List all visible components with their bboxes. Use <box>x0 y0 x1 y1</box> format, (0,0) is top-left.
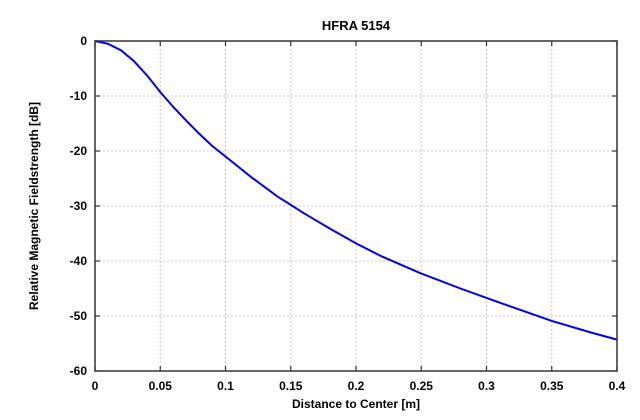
x-tick-label: 0.35 <box>540 379 564 393</box>
x-tick-label: 0.4 <box>609 379 626 393</box>
x-tick-label: 0.2 <box>348 379 365 393</box>
x-axis-label: Distance to Center [m] <box>292 397 420 411</box>
x-axis-ticks: 0 0.05 0.1 0.15 0.2 0.25 0.3 0.35 0.4 <box>92 41 626 393</box>
plot-frame <box>94 40 618 372</box>
x-tick-label: 0.25 <box>410 379 434 393</box>
chart-title: HFRA 5154 <box>322 18 391 33</box>
y-tick-label: -10 <box>70 89 88 103</box>
y-axis-label: Relative Magnetic Fieldstrength [dB] <box>27 102 41 310</box>
x-tick-label: 0.1 <box>217 379 234 393</box>
data-series-line <box>94 40 618 341</box>
x-tick-label: 0 <box>92 379 99 393</box>
grid-lines <box>95 41 617 371</box>
y-tick-label: 0 <box>80 34 87 48</box>
x-tick-label: 0.15 <box>279 379 303 393</box>
x-tick-label: 0.05 <box>149 379 173 393</box>
y-tick-label: -20 <box>70 144 88 158</box>
y-tick-label: -40 <box>70 254 88 268</box>
y-tick-label: -30 <box>70 199 88 213</box>
x-tick-label: 0.3 <box>478 379 495 393</box>
y-tick-label: -50 <box>70 309 88 323</box>
y-tick-label: -60 <box>70 364 88 378</box>
